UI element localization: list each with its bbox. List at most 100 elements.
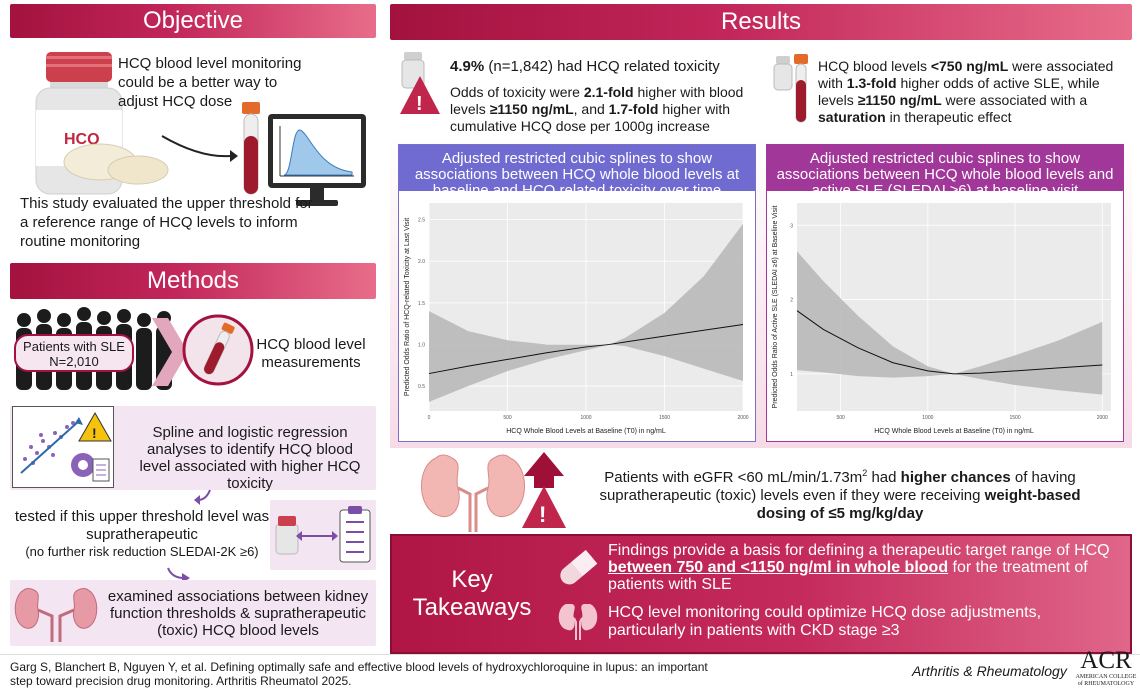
takeaway-1-text: Findings provide a basis for defining a … xyxy=(608,542,1110,559)
results-banner: Results xyxy=(390,4,1132,40)
toxicity-rate: 4.9% (n=1,842) had HCQ related toxicity xyxy=(450,58,750,76)
chevron-right-icon xyxy=(152,318,188,386)
left-xtick-label: 0 xyxy=(428,415,431,421)
monitor-icon xyxy=(268,114,366,206)
kidney-warning-icon: ! xyxy=(421,452,566,532)
right-xtick-label: 500 xyxy=(836,415,845,421)
checklist-icon xyxy=(275,506,371,563)
blood-tube-icon xyxy=(242,102,260,195)
egfr-text: had xyxy=(867,469,901,486)
objective-text-2: This study evaluated the upper threshold… xyxy=(20,195,313,250)
sle-text: HCQ blood levels xyxy=(818,58,931,74)
takeaway-1: Findings provide a basis for defining a … xyxy=(608,542,1118,593)
sle-threshold-low: <750 ng/mL xyxy=(930,58,1009,74)
svg-text:!: ! xyxy=(92,425,97,441)
odds-text: Odds of toxicity were xyxy=(450,84,584,100)
right-ytick-label: 2 xyxy=(790,298,793,304)
analytics-icon: ! xyxy=(20,411,112,482)
left-xaxis-label: HCQ Whole Blood Levels at Baseline (T0) … xyxy=(506,428,666,435)
odds-threshold: ≥1150 ng/mL xyxy=(489,101,574,117)
acr-subtitle: AMERICAN COLLEGE of RHEUMATOLOGY xyxy=(1075,674,1137,687)
footer-divider xyxy=(0,654,1140,655)
toxicity-count: (n=1,842) had HCQ related toxicity xyxy=(484,58,720,75)
plot-right: Adjusted restricted cubic splines to sho… xyxy=(766,144,1124,442)
sle-text: in therapeutic effect xyxy=(885,109,1012,125)
odds-fold-1: 2.1-fold xyxy=(583,84,634,100)
kidney-small-icon xyxy=(558,604,598,640)
analytics-icon-frame: ! xyxy=(12,406,114,488)
method-step-2-note: (no further risk reduction SLEDAI-2K ≥6) xyxy=(25,544,259,559)
left-spline-line xyxy=(428,323,744,375)
odds-text: higher with cumulative HCQ dose per 1000… xyxy=(450,101,731,134)
right-xtick-label: 1500 xyxy=(1009,415,1020,421)
acr-logo: ACR xyxy=(1080,647,1132,674)
sle-text: were associated with a xyxy=(941,92,1088,108)
kidney-icon xyxy=(14,588,98,642)
objective-text-1: HCQ blood level monitoring could be a be… xyxy=(118,55,302,110)
journal-name: Arthritis & Rheumatology xyxy=(912,663,1067,679)
methods-banner: Methods xyxy=(10,263,376,299)
down-arrow-icon xyxy=(194,489,211,505)
toxicity-percent: 4.9% xyxy=(450,58,485,75)
left-xtick-label: 1000 xyxy=(580,415,591,421)
svg-text:!: ! xyxy=(416,93,423,115)
objective-banner: Objective xyxy=(10,4,376,38)
objective-section: HCQ HCQ blood level monitoring could be … xyxy=(10,40,376,254)
blood-vial-circle-icon xyxy=(182,314,254,386)
svg-text:!: ! xyxy=(539,502,546,527)
right-ci-ribbon xyxy=(797,251,1103,395)
left-xtick-label: 2000 xyxy=(737,415,748,421)
right-spline-line xyxy=(796,310,1103,375)
method-step-1: ! Spline and logistic regression analyse… xyxy=(10,406,376,492)
checklist-icon-frame xyxy=(270,500,376,570)
odds-text: , and xyxy=(573,101,609,117)
pill-icon xyxy=(63,143,169,185)
method-step-1-text: Spline and logistic regression analyses … xyxy=(139,424,361,492)
odds-fold-2: 1.7-fold xyxy=(608,101,659,117)
plot-left-heading: Adjusted restricted cubic splines to sho… xyxy=(399,145,755,199)
plot-left: Adjusted restricted cubic splines to sho… xyxy=(398,144,756,442)
plot-right-heading: Adjusted restricted cubic splines to sho… xyxy=(767,145,1123,199)
patients-label: Patients with SLE N=2,010 xyxy=(14,334,134,372)
left-ci-ribbon xyxy=(429,223,743,402)
citation: Garg S, Blanchert B, Nguyen Y, et al. De… xyxy=(10,660,708,688)
right-xtick-label: 2000 xyxy=(1097,415,1108,421)
egfr-higher: higher chances xyxy=(900,469,1011,486)
measurement-label: HCQ blood level measurements xyxy=(256,336,366,371)
left-yaxis-label: Predicted Odds Ratio of HCQ-related Toxi… xyxy=(404,218,411,396)
egfr-text: Patients with eGFR <60 mL/min/1.73m xyxy=(604,469,863,486)
sle-fold: 1.3-fold xyxy=(846,75,897,91)
blood-bottle-icon xyxy=(773,54,808,123)
key-takeaways-panel: Key Takeaways Findings provide a basis f… xyxy=(390,534,1132,654)
arrow-icon xyxy=(161,135,238,162)
bottle-label: HCQ xyxy=(64,131,100,148)
left-ytick-label: 0.5 xyxy=(418,384,425,390)
takeaway-1-text: for the treatment of patients with SLE xyxy=(608,559,1088,593)
left-ytick-label: 2.0 xyxy=(418,259,425,265)
toxicity-odds: Odds of toxicity were 2.1-fold higher wi… xyxy=(450,84,750,135)
plot-left-chart: 2.5 2.0 1.5 1.0 0.5 0 500 1000 1500 2000 HCQ Whole… xyxy=(404,203,749,435)
left-ytick-label: 2.5 xyxy=(418,218,425,224)
sle-association: HCQ blood levels <750 ng/mL were associa… xyxy=(818,58,1130,126)
method-step-2-text: tested if this upper threshold level was… xyxy=(14,508,270,543)
takeaway-1-range: between 750 and <1150 ng/ml in whole blo… xyxy=(608,559,949,576)
odds-text: higher with blood levels xyxy=(450,84,744,117)
takeaway-2: HCQ level monitoring could optimize HCQ … xyxy=(608,604,1042,639)
right-xaxis-label: HCQ Whole Blood Levels at Baseline (T0) … xyxy=(874,428,1034,435)
sle-text: higher odds of active SLE, while levels xyxy=(818,75,1100,108)
sle-threshold-high: ≥1150 ng/mL xyxy=(857,92,942,108)
left-xtick-label: 500 xyxy=(503,415,512,421)
egfr-dosing: weight-based dosing of ≤5 mg/kg/day xyxy=(756,487,1081,522)
capsule-icon xyxy=(560,549,598,585)
left-xtick-label: 1500 xyxy=(659,415,670,421)
right-xtick-label: 1000 xyxy=(922,415,933,421)
right-yaxis-label: Predicted Odds Ratio of Active SLE (SLED… xyxy=(772,205,779,408)
egfr-superscript: 2 xyxy=(862,468,868,478)
warning-bottle-icon: ! xyxy=(400,52,440,115)
method-step-3-text: examined associations between kidney fun… xyxy=(107,588,369,639)
right-ytick-label: 3 xyxy=(790,223,793,229)
sle-text: were associated with xyxy=(818,58,1114,91)
left-ytick-label: 1.5 xyxy=(418,301,425,307)
sle-saturation: saturation xyxy=(818,109,886,125)
